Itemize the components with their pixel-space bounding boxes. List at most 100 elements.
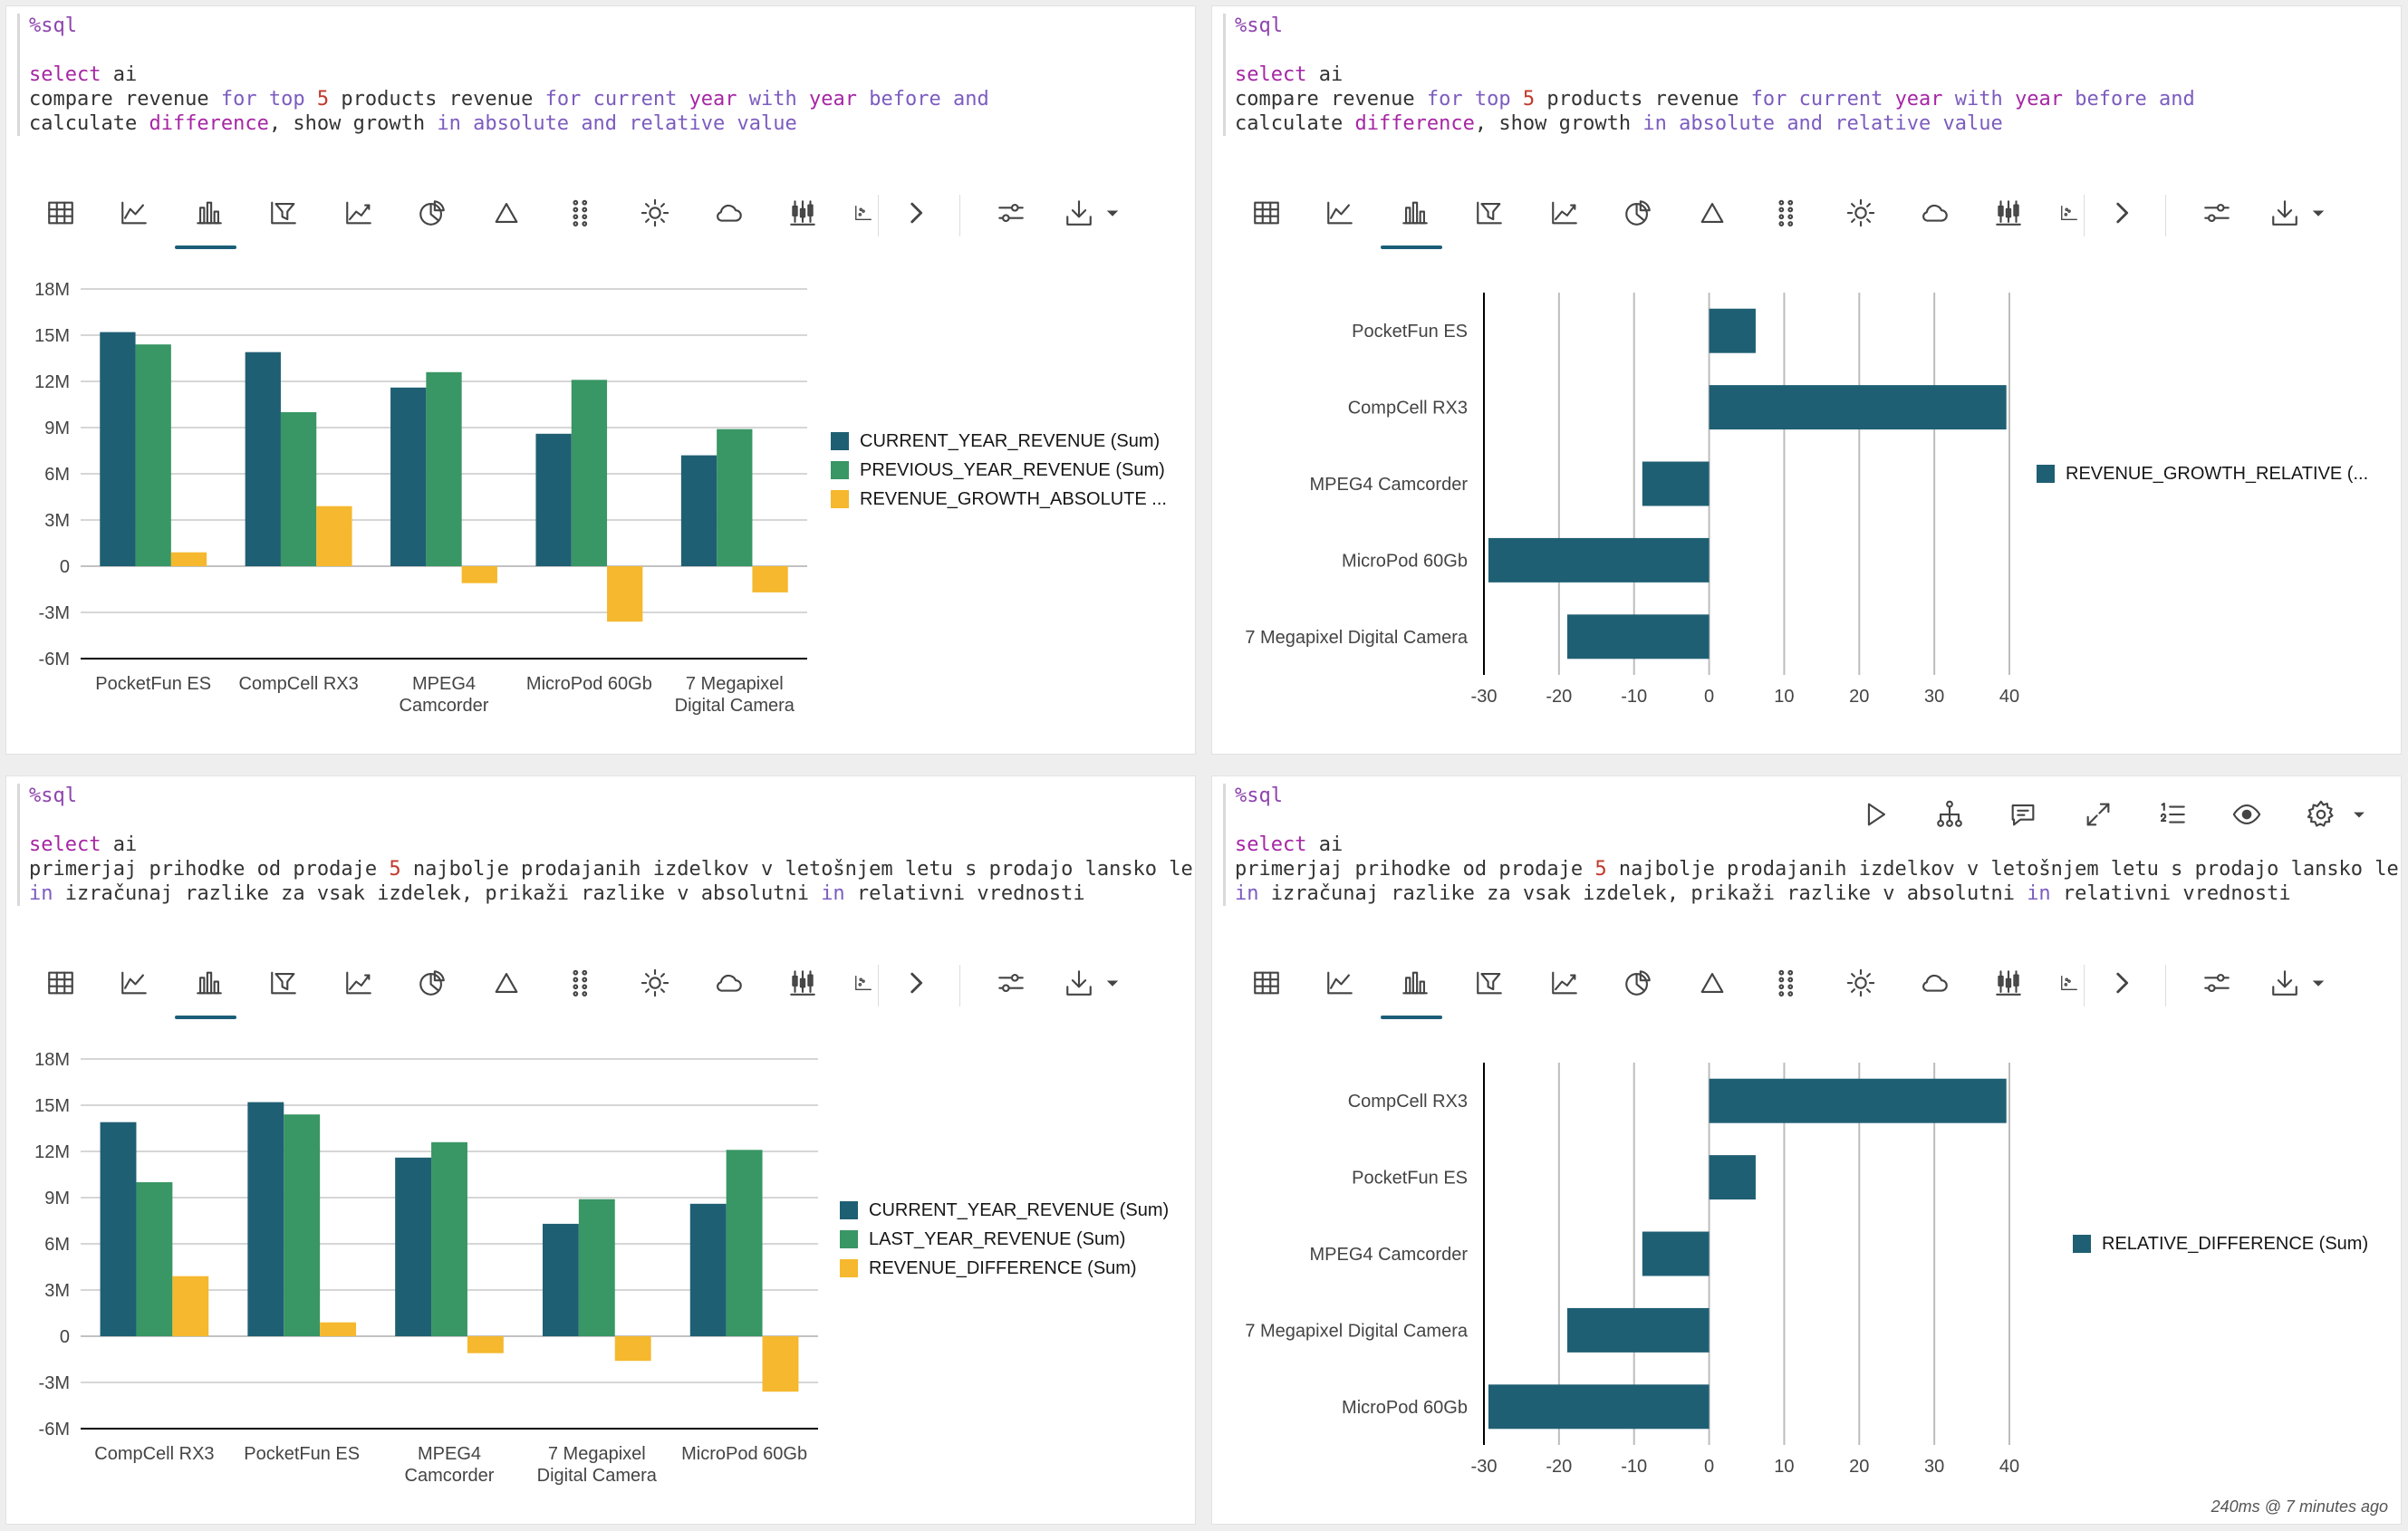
bar[interactable] <box>689 1203 727 1336</box>
bar[interactable] <box>717 428 753 566</box>
scatter-icon[interactable] <box>853 963 873 1003</box>
bar-chart-icon[interactable] <box>189 193 229 233</box>
bar[interactable] <box>571 380 608 566</box>
chevron-right-icon[interactable] <box>2102 193 2142 233</box>
bar[interactable] <box>467 1336 504 1353</box>
sunburst-icon[interactable] <box>1841 963 1881 1003</box>
pyramid-icon[interactable] <box>486 963 526 1003</box>
boxplot-icon[interactable] <box>1989 193 2028 233</box>
boxplot-icon[interactable] <box>783 193 823 233</box>
bar[interactable] <box>135 344 171 566</box>
settings-sliders-icon[interactable] <box>2197 193 2237 233</box>
numbered-list-icon[interactable] <box>2154 796 2191 833</box>
caret-down-icon[interactable] <box>2346 796 2372 833</box>
chevron-right-icon[interactable] <box>2102 963 2142 1003</box>
sunburst-icon[interactable] <box>635 193 675 233</box>
line-chart-icon[interactable] <box>1320 963 1360 1003</box>
cloud-icon[interactable] <box>1915 963 1955 1003</box>
pie-chart-icon[interactable] <box>412 193 452 233</box>
bar[interactable] <box>172 1276 209 1336</box>
bar[interactable] <box>680 455 718 566</box>
settings-sliders-icon[interactable] <box>991 193 1031 233</box>
area-chart-icon[interactable] <box>339 963 379 1003</box>
play-icon[interactable] <box>1857 796 1893 833</box>
bar-chart-icon[interactable] <box>1395 963 1435 1003</box>
line-chart-icon[interactable] <box>114 963 154 1003</box>
funnel-chart-icon[interactable] <box>1469 963 1509 1003</box>
area-chart-icon[interactable] <box>339 193 379 233</box>
scatter-icon[interactable] <box>853 193 873 233</box>
sunburst-icon[interactable] <box>1841 193 1881 233</box>
bar[interactable] <box>284 1114 321 1336</box>
settings-sliders-icon[interactable] <box>991 963 1031 1003</box>
funnel-chart-icon[interactable] <box>264 963 303 1003</box>
bar[interactable] <box>762 1336 799 1392</box>
dot-matrix-icon[interactable] <box>561 963 601 1003</box>
code-editor[interactable]: %sql select ai compare revenue for top 5 p… <box>17 14 1195 136</box>
comment-icon[interactable] <box>2005 796 2041 833</box>
line-chart-icon[interactable] <box>114 193 154 233</box>
bar-chart-icon[interactable] <box>189 963 229 1003</box>
chevron-right-icon[interactable] <box>896 193 936 233</box>
bar[interactable] <box>395 1157 432 1336</box>
chevron-right-icon[interactable] <box>896 963 936 1003</box>
bar[interactable] <box>578 1199 615 1336</box>
download-icon[interactable] <box>2265 193 2305 233</box>
bar[interactable] <box>100 1122 137 1336</box>
cloud-icon[interactable] <box>1915 193 1955 233</box>
legend-item[interactable]: LAST_YEAR_REVENUE (Sum) <box>840 1225 1169 1254</box>
table-icon[interactable] <box>1247 963 1286 1003</box>
cloud-icon[interactable] <box>709 193 749 233</box>
bar[interactable] <box>1642 461 1710 506</box>
bar[interactable] <box>1566 1307 1710 1353</box>
table-icon[interactable] <box>41 193 81 233</box>
bar[interactable] <box>320 1322 357 1336</box>
dot-matrix-icon[interactable] <box>561 193 601 233</box>
hierarchy-icon[interactable] <box>1931 796 1968 833</box>
download-icon[interactable] <box>2265 963 2305 1003</box>
pie-chart-icon[interactable] <box>412 963 452 1003</box>
scatter-icon[interactable] <box>2059 193 2079 233</box>
download-icon[interactable] <box>1059 963 1099 1003</box>
bar[interactable] <box>316 506 352 566</box>
bar[interactable] <box>726 1150 763 1336</box>
bar[interactable] <box>1642 1231 1710 1276</box>
scatter-icon[interactable] <box>2059 963 2079 1003</box>
bar[interactable] <box>535 433 572 566</box>
bar[interactable] <box>245 351 281 566</box>
bar[interactable] <box>1566 614 1710 660</box>
dot-matrix-icon[interactable] <box>1767 963 1806 1003</box>
pie-chart-icon[interactable] <box>1618 963 1658 1003</box>
bar[interactable] <box>1709 1155 1756 1200</box>
bar[interactable] <box>1709 308 1756 353</box>
pyramid-icon[interactable] <box>1692 193 1732 233</box>
area-chart-icon[interactable] <box>1545 963 1584 1003</box>
pyramid-icon[interactable] <box>1692 963 1732 1003</box>
bar[interactable] <box>1709 1078 2007 1123</box>
bar[interactable] <box>100 332 136 566</box>
bar[interactable] <box>1488 1384 1710 1430</box>
legend-item[interactable]: CURRENT_YEAR_REVENUE (Sum) <box>831 427 1167 456</box>
legend-item[interactable]: REVENUE_DIFFERENCE (Sum) <box>840 1254 1169 1283</box>
caret-down-icon[interactable] <box>2305 193 2332 233</box>
bar[interactable] <box>431 1141 467 1336</box>
bar[interactable] <box>390 387 427 566</box>
bar[interactable] <box>136 1182 173 1336</box>
bar[interactable] <box>170 552 207 566</box>
bar[interactable] <box>1488 537 1710 583</box>
caret-down-icon[interactable] <box>1099 193 1126 233</box>
dot-matrix-icon[interactable] <box>1767 193 1806 233</box>
code-editor[interactable]: %sql select ai primerjaj prihodke od proda… <box>17 784 1195 906</box>
table-icon[interactable] <box>1247 193 1286 233</box>
legend-item[interactable]: PREVIOUS_YEAR_REVENUE (Sum) <box>831 456 1167 485</box>
settings-sliders-icon[interactable] <box>2197 963 2237 1003</box>
sunburst-icon[interactable] <box>635 963 675 1003</box>
bar-chart-icon[interactable] <box>1395 193 1435 233</box>
legend-item[interactable]: CURRENT_YEAR_REVENUE (Sum) <box>840 1196 1169 1225</box>
legend-item[interactable]: RELATIVE_DIFFERENCE (Sum) <box>2073 1229 2368 1258</box>
bar[interactable] <box>247 1102 284 1336</box>
bar[interactable] <box>426 371 462 566</box>
line-chart-icon[interactable] <box>1320 193 1360 233</box>
bar[interactable] <box>752 566 788 592</box>
boxplot-icon[interactable] <box>783 963 823 1003</box>
